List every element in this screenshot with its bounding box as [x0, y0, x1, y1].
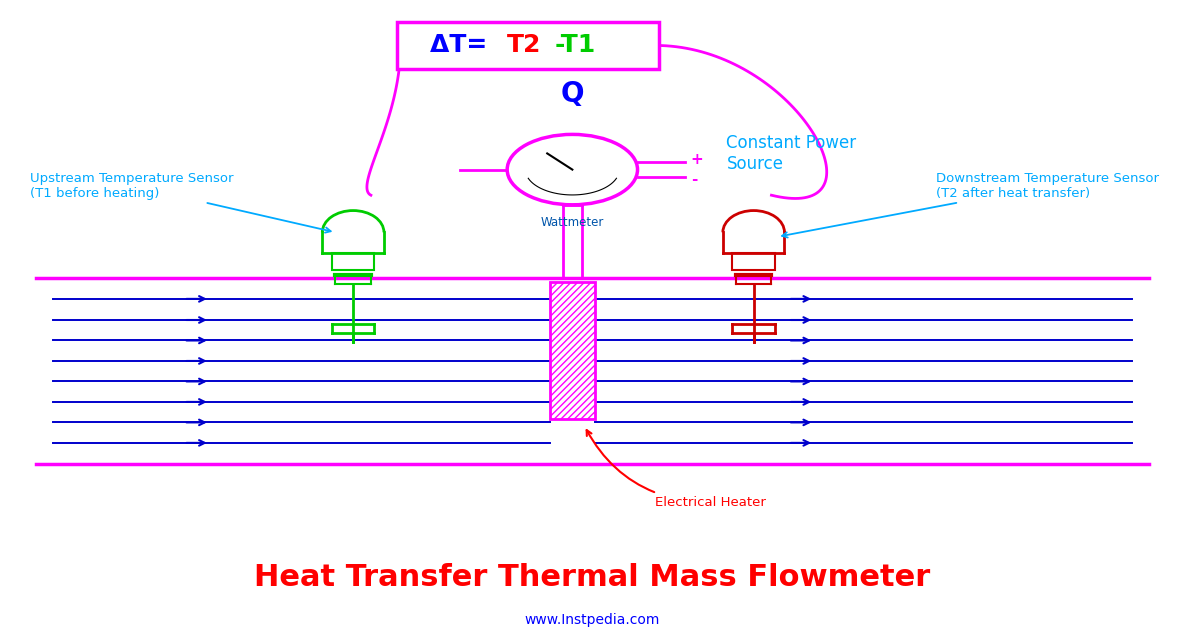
Text: -: - — [691, 172, 697, 187]
Text: www.Instpedia.com: www.Instpedia.com — [525, 612, 660, 627]
Text: Heat Transfer Thermal Mass Flowmeter: Heat Transfer Thermal Mass Flowmeter — [255, 563, 930, 592]
Text: -T1: -T1 — [555, 33, 596, 58]
Text: +: + — [691, 152, 704, 168]
Text: Wattmeter: Wattmeter — [540, 216, 604, 229]
Circle shape — [507, 134, 638, 205]
Text: Constant Power
Source: Constant Power Source — [726, 134, 857, 173]
Bar — [550, 282, 595, 419]
Text: Upstream Temperature Sensor
(T1 before heating): Upstream Temperature Sensor (T1 before h… — [30, 172, 331, 233]
Text: ΔT=: ΔT= — [430, 33, 497, 58]
Text: Downstream Temperature Sensor
(T2 after heat transfer): Downstream Temperature Sensor (T2 after … — [782, 172, 1159, 237]
FancyBboxPatch shape — [397, 22, 659, 69]
Text: T2: T2 — [507, 33, 542, 58]
Bar — [332, 253, 374, 270]
Text: Electrical Heater: Electrical Heater — [587, 430, 767, 509]
Bar — [732, 253, 775, 270]
Text: Q: Q — [561, 79, 584, 108]
